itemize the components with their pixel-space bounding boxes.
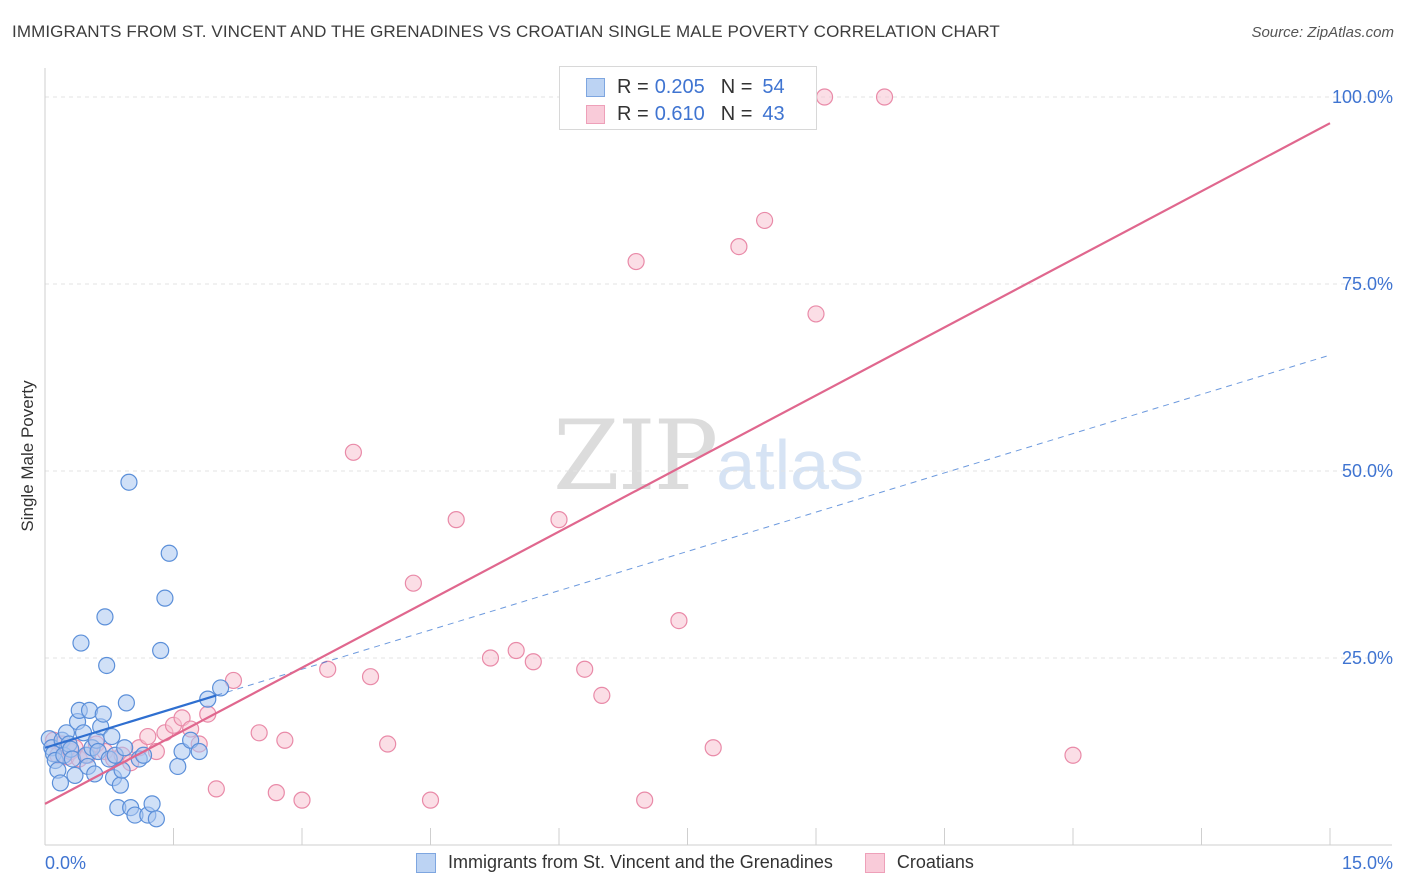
data-point-croatians bbox=[593, 686, 611, 705]
legend-item-croatians[interactable]: Croatians bbox=[864, 852, 974, 873]
data-point-croatians bbox=[379, 735, 397, 753]
y-axis-label: Single Male Poverty bbox=[18, 380, 37, 532]
data-point-croatians bbox=[250, 724, 268, 742]
data-point-croatians bbox=[421, 791, 440, 809]
data-point-immigrants bbox=[96, 608, 114, 626]
source-label: Source: ZipAtlas.com bbox=[1251, 24, 1394, 41]
trendline-immigrants bbox=[44, 694, 217, 749]
legend-swatch-pink bbox=[586, 104, 605, 124]
legend-swatch-blue bbox=[416, 852, 436, 873]
data-point-croatians bbox=[1064, 746, 1082, 764]
legend-item-immigrants[interactable]: Immigrants from St. Vincent and the Gren… bbox=[416, 852, 833, 873]
stats-legend-row-immigrants: R = 0.205 N = 54 bbox=[586, 74, 785, 100]
data-point-croatians bbox=[267, 784, 285, 802]
data-point-immigrants bbox=[212, 679, 230, 697]
data-point-immigrants bbox=[72, 634, 90, 652]
data-point-immigrants bbox=[117, 694, 135, 712]
data-point-croatians bbox=[344, 443, 362, 461]
legend-label: Croatians bbox=[896, 852, 974, 872]
data-point-croatians bbox=[481, 649, 500, 667]
data-point-croatians bbox=[730, 238, 748, 256]
data-point-croatians bbox=[447, 511, 465, 529]
n-value: 54 bbox=[762, 75, 785, 98]
data-point-croatians bbox=[627, 252, 645, 271]
data-point-croatians bbox=[319, 660, 337, 678]
data-point-croatians bbox=[524, 653, 542, 671]
chart-title: IMMIGRANTS FROM ST. VINCENT AND THE GREN… bbox=[12, 22, 1000, 41]
data-point-croatians bbox=[276, 731, 294, 749]
data-point-croatians bbox=[207, 780, 225, 798]
data-point-immigrants bbox=[120, 473, 138, 491]
data-point-immigrants bbox=[147, 810, 165, 828]
data-point-immigrants bbox=[51, 774, 70, 792]
data-point-immigrants bbox=[160, 544, 178, 562]
legend-swatch-blue bbox=[586, 77, 605, 97]
data-point-immigrants bbox=[98, 656, 116, 675]
data-point-croatians bbox=[875, 88, 894, 106]
watermark-atlas: atlas bbox=[716, 426, 865, 504]
y-tick-label: 50.0% bbox=[1342, 461, 1393, 481]
y-tick-label: 100.0% bbox=[1332, 87, 1393, 107]
x-tick-label: 15.0% bbox=[1342, 853, 1393, 873]
watermark-zip: ZIP bbox=[553, 400, 718, 512]
r-value: 0.205 bbox=[654, 75, 705, 98]
data-point-croatians bbox=[670, 611, 688, 630]
n-label: N = bbox=[720, 102, 753, 125]
data-point-croatians bbox=[139, 727, 157, 746]
data-point-croatians bbox=[293, 791, 311, 809]
stats-legend-row-croatians: R = 0.610 N = 43 bbox=[586, 101, 785, 127]
stats-legend: R = 0.205 N = 54 R = 0.610 N = 43 bbox=[559, 66, 817, 130]
data-point-croatians bbox=[807, 305, 825, 323]
n-label: N = bbox=[720, 75, 753, 98]
trendline-croatians bbox=[44, 122, 1331, 805]
r-label: R = bbox=[617, 75, 649, 98]
data-point-croatians bbox=[404, 574, 422, 592]
data-point-croatians bbox=[755, 211, 774, 230]
data-point-croatians bbox=[550, 511, 568, 529]
n-value: 43 bbox=[762, 102, 785, 125]
data-point-immigrants bbox=[143, 795, 161, 813]
trendline-immigrants-extension bbox=[216, 354, 1331, 696]
data-point-immigrants bbox=[152, 641, 170, 660]
y-tick-label: 25.0% bbox=[1342, 648, 1393, 668]
data-point-immigrants bbox=[94, 705, 112, 723]
data-point-immigrants bbox=[156, 589, 174, 607]
data-point-immigrants bbox=[66, 766, 84, 785]
r-value: 0.610 bbox=[654, 102, 705, 125]
data-point-croatians bbox=[361, 668, 380, 686]
data-point-immigrants bbox=[103, 727, 121, 746]
data-point-croatians bbox=[507, 641, 525, 660]
data-point-croatians bbox=[224, 671, 243, 690]
data-point-immigrants bbox=[169, 757, 187, 776]
data-point-immigrants bbox=[190, 742, 208, 761]
data-point-immigrants bbox=[113, 761, 131, 779]
data-point-croatians bbox=[576, 660, 594, 678]
series-legend: Immigrants from St. Vincent and the Gren… bbox=[416, 852, 1006, 873]
y-tick-label: 75.0% bbox=[1342, 274, 1393, 294]
data-point-immigrants bbox=[111, 776, 129, 794]
r-label: R = bbox=[617, 102, 649, 125]
data-point-croatians bbox=[704, 739, 722, 757]
watermark: ZIPatlas bbox=[553, 400, 864, 512]
x-tick-label: 0.0% bbox=[45, 853, 86, 873]
legend-label: Immigrants from St. Vincent and the Gren… bbox=[448, 852, 833, 872]
data-point-immigrants bbox=[116, 739, 134, 757]
legend-swatch-pink bbox=[864, 852, 885, 873]
data-point-croatians bbox=[636, 791, 654, 809]
data-point-croatians bbox=[815, 88, 834, 106]
